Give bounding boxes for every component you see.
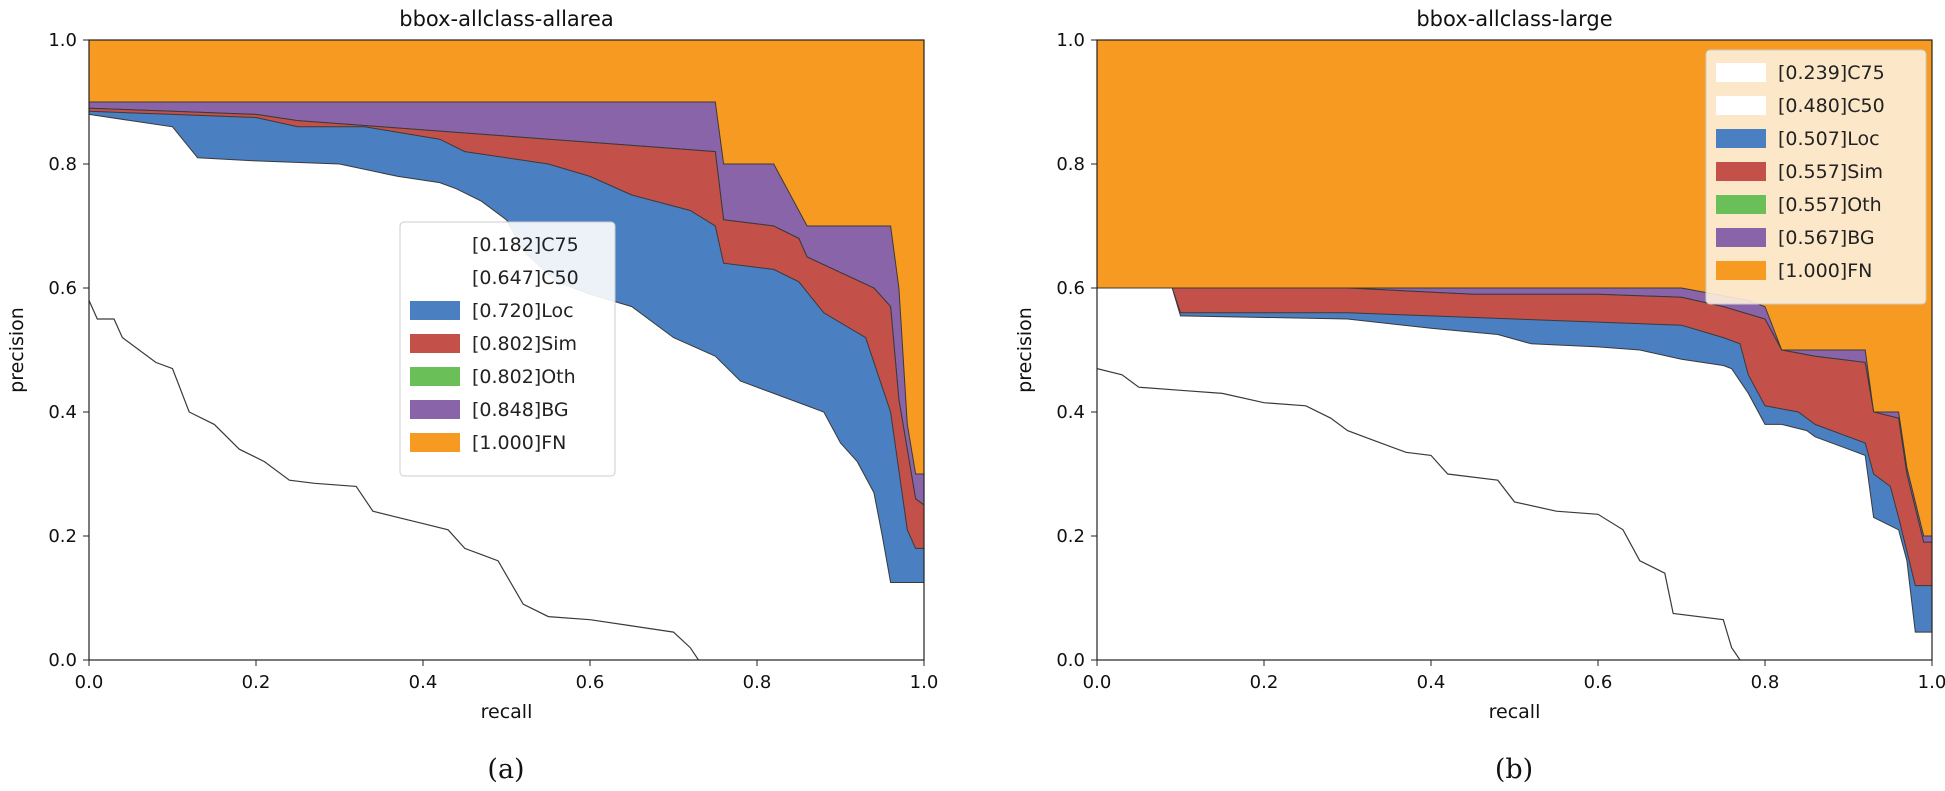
y-tick-label: 1.0 xyxy=(1056,30,1085,51)
legend-swatch-oth xyxy=(410,367,460,386)
x-tick-label: 0.2 xyxy=(1250,672,1279,693)
x-tick-label: 0.0 xyxy=(75,672,104,693)
x-axis-label: recall xyxy=(1489,701,1541,723)
legend-entry-bg: [0.567]BG xyxy=(1778,227,1875,249)
chart-title: bbox-allclass-large xyxy=(1416,7,1612,31)
legend: [0.182]C75 [0.647]C50 [0.720]Loc [0.802]Sim… xyxy=(399,221,616,477)
legend-swatch-sim xyxy=(1716,162,1766,181)
x-tick-label: 0.6 xyxy=(576,672,605,693)
x-tick-label: 0.6 xyxy=(1584,672,1613,693)
y-tick-label: 0.8 xyxy=(1056,154,1085,175)
x-tick-label: 0.8 xyxy=(743,672,772,693)
legend-entry-sim: [0.557]Sim xyxy=(1778,161,1883,183)
area-c75 xyxy=(89,300,924,660)
legend-swatch-c50 xyxy=(1716,96,1766,115)
legend-entry-c50: [0.480]C50 xyxy=(1778,95,1885,117)
y-tick-label: 0.4 xyxy=(48,402,77,423)
x-tick-label: 0.0 xyxy=(1083,672,1112,693)
chart-title: bbox-allclass-allarea xyxy=(399,7,613,31)
legend-swatch-c50 xyxy=(410,268,460,287)
boundary-loc xyxy=(89,110,924,549)
y-tick-label: 0.8 xyxy=(48,154,77,175)
legend-entry-sim: [0.802]Sim xyxy=(472,333,577,355)
legend-swatch-c75 xyxy=(410,235,460,254)
legend-entry-oth: [0.557]Oth xyxy=(1778,194,1882,216)
panel-b: 0.0 0.2 0.4 0.6 0.8 1.0 0.0 0.2 0.4 0.6 0.8 1.0 bbox… xyxy=(1014,7,1945,785)
legend-entry-fn: [1.000]FN xyxy=(472,432,566,454)
x-tick-label: 0.8 xyxy=(1751,672,1780,693)
legend-entry-c75: [0.182]C75 xyxy=(472,234,579,256)
legend-entry-loc: [0.720]Loc xyxy=(472,300,574,322)
panel-a: 0.0 0.2 0.4 0.6 0.8 1.0 0.0 0.2 0.4 0.6 0.8 1.0 bbox… xyxy=(6,7,938,785)
boundary-bg xyxy=(89,101,924,475)
y-tick-label: 0.2 xyxy=(1056,526,1085,547)
axes-frame xyxy=(88,39,925,661)
legend-swatch-loc xyxy=(1716,129,1766,148)
boundary-c75 xyxy=(89,300,699,660)
y-tick-label: 0.6 xyxy=(1056,278,1085,299)
y-tick-label: 0.0 xyxy=(48,650,77,671)
legend-swatch-bg xyxy=(1716,228,1766,247)
legend-swatch-oth xyxy=(1716,195,1766,214)
legend-swatch-bg xyxy=(410,400,460,419)
legend-entry-c50: [0.647]C50 xyxy=(472,267,579,289)
legend-entry-loc: [0.507]Loc xyxy=(1778,128,1880,150)
panel-caption: (a) xyxy=(487,754,524,785)
x-tick-label: 0.4 xyxy=(1417,672,1446,693)
y-axis-label: precision xyxy=(1014,307,1036,393)
y-tick-label: 0.0 xyxy=(1056,650,1085,671)
boundary-sim xyxy=(89,107,924,506)
x-tick-label: 0.4 xyxy=(409,672,438,693)
legend-swatch-fn xyxy=(1716,261,1766,280)
y-tick-label: 0.6 xyxy=(48,278,77,299)
boundary-loc xyxy=(1097,287,1932,587)
panel-caption: (b) xyxy=(1495,754,1533,785)
legend-entry-c75: [0.239]C75 xyxy=(1778,62,1885,84)
x-axis-label: recall xyxy=(481,701,533,723)
legend-entry-oth: [0.802]Oth xyxy=(472,366,576,388)
legend-entry-bg: [0.848]BG xyxy=(472,399,569,421)
y-tick-label: 1.0 xyxy=(48,30,77,51)
legend: [0.239]C75 [0.480]C50 [0.507]Loc [0.557]Sim… xyxy=(1705,49,1927,305)
area-c75 xyxy=(1097,368,1932,660)
boundary-sim xyxy=(1097,287,1932,543)
boundary-c50 xyxy=(1097,287,1932,633)
legend-swatch-c75 xyxy=(1716,63,1766,82)
y-axis-label: precision xyxy=(6,307,28,393)
x-tick-label: 1.0 xyxy=(910,672,939,693)
x-tick-label: 0.2 xyxy=(242,672,271,693)
y-tick-label: 0.2 xyxy=(48,526,77,547)
legend-swatch-sim xyxy=(410,334,460,353)
legend-swatch-loc xyxy=(410,301,460,320)
legend-entry-fn: [1.000]FN xyxy=(1778,260,1872,282)
boundary-c75 xyxy=(1097,368,1741,660)
y-tick-label: 0.4 xyxy=(1056,402,1085,423)
x-tick-label: 1.0 xyxy=(1918,672,1945,693)
axes-frame xyxy=(1096,39,1933,661)
legend-swatch-fn xyxy=(410,433,460,452)
